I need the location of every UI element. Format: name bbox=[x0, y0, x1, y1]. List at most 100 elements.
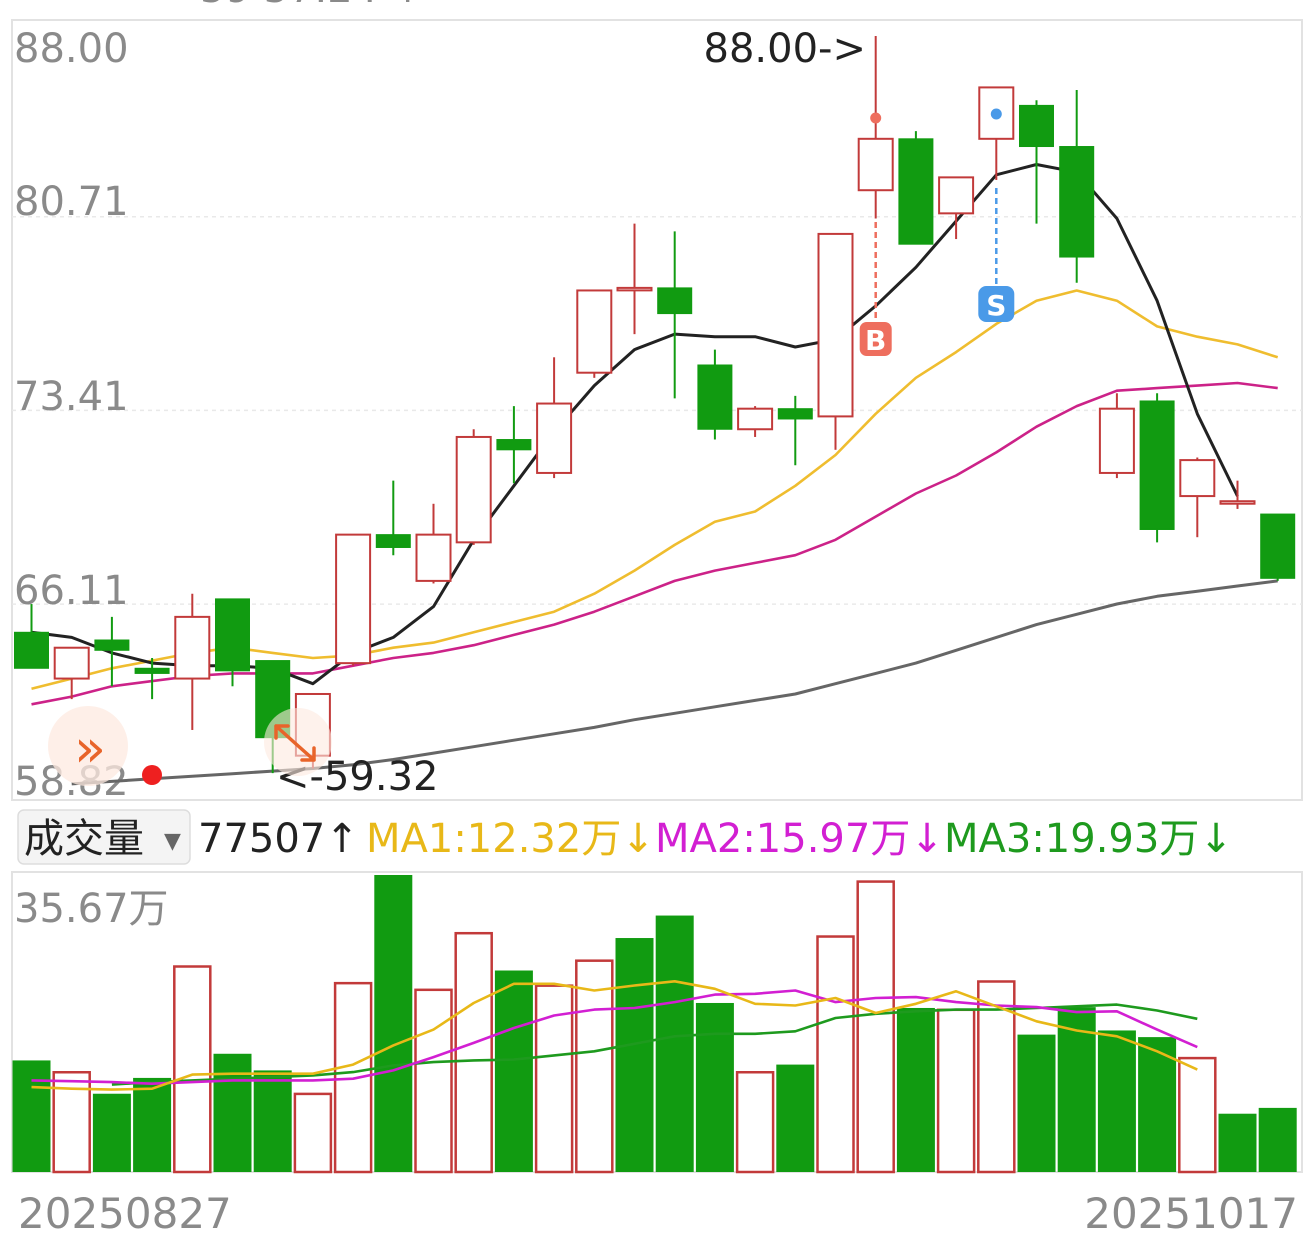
candle bbox=[134, 658, 170, 700]
candle bbox=[375, 480, 411, 556]
price-axis-label: 66.11 bbox=[14, 568, 129, 614]
volume-bar bbox=[1258, 1107, 1297, 1172]
candle bbox=[174, 593, 211, 730]
candle bbox=[1139, 393, 1175, 543]
start-date-label: 20250827 bbox=[18, 1189, 232, 1238]
candle-body bbox=[1219, 500, 1256, 505]
sell-dot bbox=[990, 108, 1002, 120]
candle-body bbox=[1260, 513, 1296, 579]
volume-ma2: MA2:15.97万↓ bbox=[655, 816, 944, 862]
volume-bar bbox=[133, 1077, 172, 1172]
candle bbox=[53, 646, 90, 700]
volume-bar bbox=[454, 931, 493, 1174]
candle bbox=[415, 503, 452, 584]
candle bbox=[978, 86, 1015, 180]
candle bbox=[215, 598, 250, 687]
volume-bar bbox=[1178, 1056, 1217, 1174]
volume-bar bbox=[735, 1071, 775, 1174]
candle-body bbox=[657, 287, 693, 315]
indicator-selector[interactable] bbox=[17, 809, 191, 865]
candle-body bbox=[1019, 104, 1054, 148]
candle bbox=[455, 429, 492, 545]
candle-body bbox=[14, 631, 49, 669]
double-chevron-icon: » bbox=[74, 719, 106, 779]
volume-ma1-line bbox=[31, 980, 1198, 1091]
volume-bar bbox=[776, 1064, 815, 1172]
volume-bar bbox=[213, 1053, 252, 1172]
candle bbox=[1219, 480, 1256, 509]
buy-tag-label: B bbox=[865, 324, 886, 357]
candle-body bbox=[215, 598, 250, 672]
candle bbox=[817, 232, 854, 450]
volume-ma3: MA3:19.93万↓ bbox=[944, 816, 1233, 862]
candle bbox=[496, 406, 532, 484]
sell-tag-bg bbox=[978, 286, 1015, 322]
volume-bar bbox=[92, 1093, 131, 1172]
candle bbox=[898, 131, 934, 245]
price-axis-label: 73.41 bbox=[14, 374, 129, 420]
volume-legend: 成交量 ▼ 77507↑ MA1:12.32万↓ MA2:15.97万↓ MA3… bbox=[17, 809, 1233, 865]
indicator-selector-label[interactable]: 成交量 bbox=[24, 816, 144, 862]
volume-bar bbox=[1138, 1037, 1177, 1172]
candle-body bbox=[1139, 400, 1175, 530]
volume-bar bbox=[293, 1092, 333, 1174]
volume-bar bbox=[494, 970, 533, 1172]
chevron-down-icon[interactable]: ▼ bbox=[164, 829, 181, 854]
candle bbox=[737, 406, 774, 437]
candle-body bbox=[616, 286, 653, 292]
candle-body bbox=[1059, 146, 1095, 258]
expand-widget-bg bbox=[48, 706, 128, 786]
candle bbox=[657, 231, 693, 399]
candle-body bbox=[777, 408, 813, 420]
candle bbox=[335, 533, 372, 666]
candle-body bbox=[455, 435, 492, 544]
candle bbox=[1098, 393, 1135, 479]
volume-bar bbox=[575, 959, 614, 1174]
volume-ma3-line bbox=[111, 1003, 1198, 1086]
price-axis-label: 80.71 bbox=[14, 179, 129, 225]
volume-bar bbox=[1017, 1034, 1056, 1172]
volume-bar bbox=[374, 875, 413, 1172]
candle bbox=[1260, 513, 1296, 581]
candle-body bbox=[415, 533, 452, 582]
candle bbox=[536, 357, 573, 479]
volume-bar bbox=[1057, 1007, 1096, 1172]
buy-tag-bg bbox=[859, 322, 892, 356]
volume-bar bbox=[977, 980, 1016, 1174]
volume-ma2-line bbox=[31, 989, 1198, 1085]
sell-tag-label: S bbox=[986, 289, 1006, 322]
candle-body bbox=[335, 533, 372, 665]
end-date-label: 20251017 bbox=[1084, 1189, 1298, 1238]
volume-ma1: MA1:12.32万↓ bbox=[366, 816, 655, 862]
volume-bar bbox=[12, 1060, 51, 1172]
volume-axis-top-label: 35.67万 bbox=[14, 886, 169, 932]
buy-sell-markers[interactable]: BS bbox=[859, 108, 1015, 358]
high-annotation: 88.00-> bbox=[704, 26, 866, 72]
volume-bar bbox=[1097, 1030, 1136, 1172]
candle bbox=[697, 349, 733, 440]
candle-body bbox=[857, 137, 894, 192]
candle-body bbox=[375, 534, 411, 548]
volume-bar bbox=[615, 938, 654, 1172]
volume-moving-averages bbox=[31, 980, 1198, 1091]
volume-bar bbox=[896, 1007, 935, 1172]
candle bbox=[94, 616, 130, 687]
candle-body bbox=[536, 402, 573, 474]
candle bbox=[938, 176, 975, 240]
candle-body bbox=[496, 439, 532, 451]
price-axis-label: 88.00 bbox=[14, 26, 129, 72]
candle-body bbox=[1098, 407, 1135, 474]
candle bbox=[1059, 89, 1095, 283]
candle-body bbox=[53, 646, 90, 680]
price-ma-line-gray bbox=[71, 579, 1278, 786]
overlay-widgets: » bbox=[48, 706, 332, 786]
collapse-widget-bg bbox=[264, 708, 332, 776]
candle bbox=[777, 395, 813, 466]
volume-bar bbox=[856, 880, 895, 1174]
header-partial-text: 59 57.24 ↑ bbox=[200, 0, 424, 12]
candle-body bbox=[576, 289, 613, 374]
candle bbox=[616, 223, 653, 335]
volume-bars bbox=[12, 875, 1297, 1174]
candle-body bbox=[938, 176, 975, 215]
candle-body bbox=[134, 667, 170, 674]
